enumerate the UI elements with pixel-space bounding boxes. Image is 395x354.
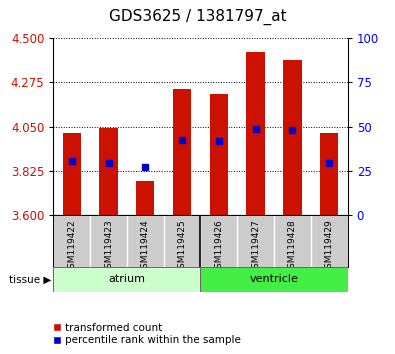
Text: GSM119422: GSM119422 [67, 219, 76, 274]
Bar [246, 52, 265, 215]
Text: GSM119424: GSM119424 [141, 219, 150, 274]
Legend: transformed count, percentile rank within the sample: transformed count, percentile rank withi… [53, 322, 241, 345]
Text: atrium: atrium [108, 274, 145, 284]
Text: GSM119423: GSM119423 [104, 219, 113, 274]
Text: ventricle: ventricle [250, 274, 299, 284]
Text: tissue ▶: tissue ▶ [9, 274, 51, 284]
Bar [136, 181, 154, 215]
Bar [320, 133, 339, 215]
Text: GSM119426: GSM119426 [214, 219, 223, 274]
Bar [210, 94, 228, 215]
Bar [99, 128, 118, 215]
Bar [201, 267, 348, 292]
Bar [173, 89, 191, 215]
Text: GSM119425: GSM119425 [178, 219, 186, 274]
Bar [62, 133, 81, 215]
Text: GSM119429: GSM119429 [325, 219, 334, 274]
Text: GDS3625 / 1381797_at: GDS3625 / 1381797_at [109, 9, 286, 25]
Text: GSM119428: GSM119428 [288, 219, 297, 274]
Text: GSM119427: GSM119427 [251, 219, 260, 274]
Bar [53, 267, 201, 292]
Bar [283, 60, 302, 215]
